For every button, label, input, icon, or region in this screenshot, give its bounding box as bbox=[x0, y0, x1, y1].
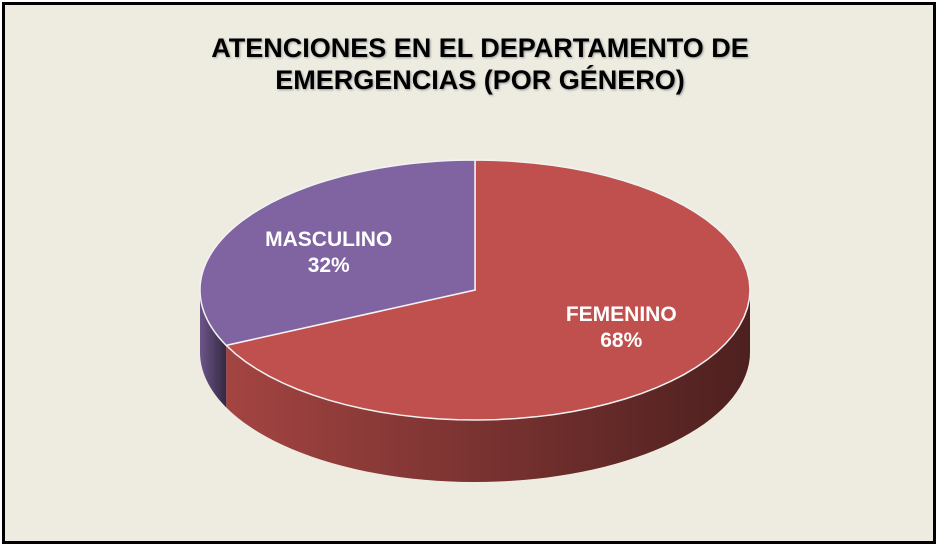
pie-slice bbox=[199, 159, 476, 347]
chart-title: ATENCIONES EN EL DEPARTAMENTO DE EMERGEN… bbox=[211, 33, 749, 95]
slice-category-label: FEMENINO bbox=[566, 303, 677, 326]
pie-slice bbox=[224, 159, 751, 421]
slice-value-label: 32% bbox=[308, 254, 350, 277]
pie-side-shade bbox=[226, 290, 751, 482]
slice-category-label: MASCULINO bbox=[265, 228, 392, 251]
slice-value-label: 68% bbox=[600, 329, 642, 352]
